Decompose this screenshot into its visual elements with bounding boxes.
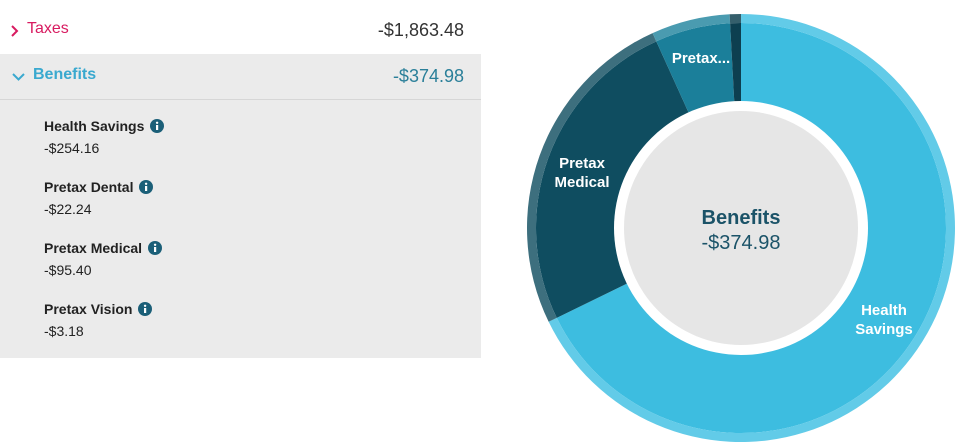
- item-name: Pretax Dental: [44, 179, 134, 195]
- donut-segment: [556, 23, 946, 433]
- separator: [0, 99, 481, 100]
- donut-segment-rim: [652, 14, 731, 42]
- info-dot: [144, 304, 147, 307]
- taxes-label: Taxes: [27, 20, 69, 37]
- benefit-item: Health Savings -$254.16: [44, 118, 165, 156]
- info-stem: [154, 247, 157, 252]
- donut-segment: [656, 23, 735, 122]
- item-name-row: Health Savings: [44, 118, 165, 134]
- donut-center: [624, 111, 858, 345]
- donut-segment: [730, 23, 741, 112]
- donut-segment-rim: [729, 14, 741, 24]
- info-dot: [156, 121, 159, 124]
- chevron-right: [11, 25, 19, 37]
- donut-segment: [536, 41, 693, 318]
- benefit-item: Pretax Medical -$95.40: [44, 240, 163, 278]
- info-dot: [153, 243, 157, 246]
- center-title: Benefits: [701, 207, 781, 229]
- benefits-label[interactable]: Benefits: [33, 66, 97, 83]
- segment-label: Pretax Medical: [554, 155, 610, 191]
- info-icon[interactable]: [138, 302, 153, 316]
- item-amount: -$3.18: [44, 323, 84, 339]
- item-name: Pretax Medical: [44, 240, 143, 256]
- donut-segment-rim: [526, 33, 657, 322]
- item-name: Health Savings: [44, 118, 145, 134]
- info-stem: [156, 125, 159, 130]
- item-name-row: Pretax Vision: [44, 301, 153, 317]
- benefits-panel: Benefits -$374.98 Health Savings -$254.16…: [0, 54, 481, 358]
- info-icon[interactable]: [148, 241, 163, 255]
- info-stem: [144, 308, 147, 313]
- info-icon[interactable]: [139, 180, 154, 194]
- taxes-row[interactable]: Taxes -$1,863.48: [0, 0, 481, 54]
- item-amount: -$95.40: [44, 262, 92, 278]
- item-amount: -$22.24: [44, 201, 92, 217]
- benefit-item: Pretax Vision -$3.18: [44, 301, 153, 339]
- benefit-item: Pretax Dental -$22.24: [44, 179, 154, 217]
- info-icon[interactable]: [150, 119, 165, 133]
- benefits-amount: -$374.98: [392, 66, 464, 86]
- taxes-amount: -$1,863.48: [377, 20, 464, 40]
- item-name-row: Pretax Dental: [44, 179, 154, 195]
- info-stem: [145, 186, 148, 191]
- item-name-row: Pretax Medical: [44, 240, 163, 256]
- center-value: -$374.98: [701, 232, 781, 254]
- segment-label: Health Savings: [855, 302, 913, 338]
- item-name: Pretax Vision: [44, 301, 133, 317]
- item-amount: -$254.16: [44, 140, 100, 156]
- info-dot: [145, 182, 148, 185]
- segment-label: Pretax...: [671, 50, 731, 67]
- chevron-down: [12, 73, 25, 81]
